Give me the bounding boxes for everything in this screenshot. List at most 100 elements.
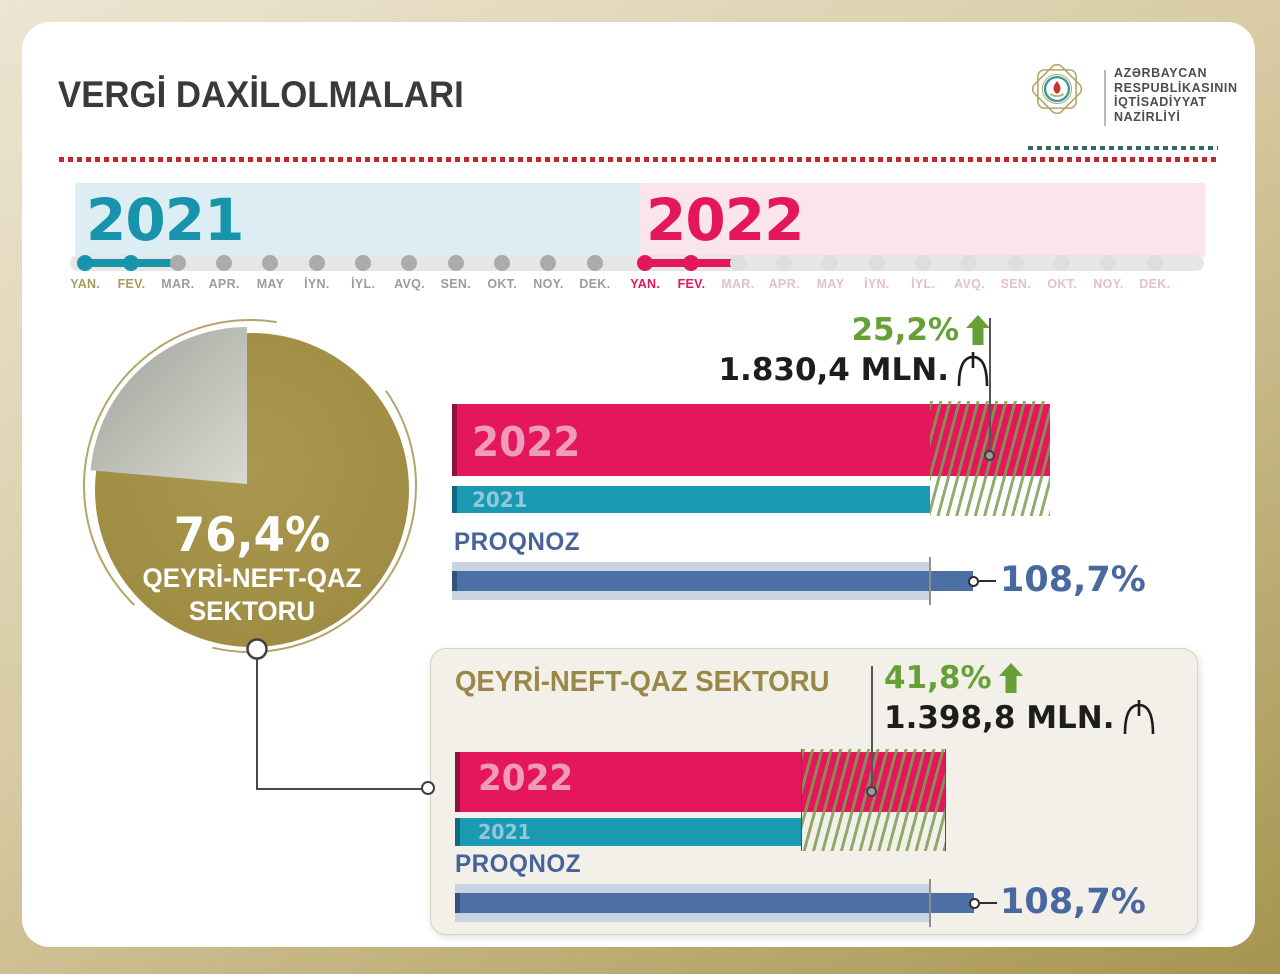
timeline-2021-band	[75, 183, 640, 257]
month-dot-icon	[540, 255, 557, 271]
timeline-month: DEK.	[572, 255, 618, 291]
timeline-month: AVQ.	[946, 255, 992, 291]
month-dot-icon	[822, 255, 839, 271]
month-label: İYN.	[304, 277, 330, 291]
sector-proqnoz-percent: 108,7%	[1000, 882, 1146, 922]
connector-line-horizontal	[256, 788, 426, 790]
logo-divider	[1104, 70, 1106, 126]
sector-bar-2021	[455, 818, 801, 846]
month-dot-icon	[1146, 255, 1163, 271]
month-label: YAN.	[70, 277, 101, 291]
sector-amount-value: 1.398,8 MLN.	[884, 700, 1115, 736]
ministry-line: RESPUBLİKASININ	[1114, 80, 1238, 95]
timeline-month: MAY	[247, 255, 293, 291]
month-label: MAY	[256, 277, 285, 291]
month-label: DEK.	[579, 277, 611, 291]
timeline-month: FEV.	[668, 255, 714, 291]
total-growth-row: 25,2%	[640, 312, 990, 348]
total-proqnoz-value-bar	[452, 571, 973, 591]
month-dot-icon	[1100, 255, 1117, 271]
timeline-month: İYN.	[294, 255, 340, 291]
month-dot-icon	[1007, 255, 1024, 271]
month-dot-icon	[494, 255, 511, 271]
timeline-months-2022: YAN. FEV. MAR. APR. MAY İYN. İYL. AVQ. SEN. OKT. N…	[622, 255, 1178, 291]
total-growth-percent: 25,2%	[851, 312, 959, 348]
sector-bar-2022-label: 2022	[478, 758, 574, 799]
timeline-month: APR.	[761, 255, 807, 291]
sector-panel-title: QEYRİ-NEFT-QAZ SEKTORU	[455, 666, 830, 698]
month-dot-icon	[262, 255, 279, 271]
month-label: APR.	[208, 277, 240, 291]
month-dot-icon	[123, 255, 140, 271]
pie-chart	[83, 319, 417, 660]
month-label: AVQ.	[394, 277, 425, 291]
sector-bar-2021-label: 2021	[478, 820, 531, 844]
up-arrow-icon	[966, 315, 990, 345]
timeline-month: FEV.	[108, 255, 154, 291]
sector-proqnoz-label: PROQNOZ	[455, 850, 582, 878]
sector-increase-hatch	[801, 749, 946, 851]
pie-ring-icon	[83, 319, 417, 653]
month-dot-icon	[961, 255, 978, 271]
ministry-line: AZƏRBAYCAN	[1114, 66, 1208, 80]
total-annotation-marker-dot	[984, 450, 995, 461]
month-label: MAY	[816, 277, 845, 291]
up-arrow-icon	[998, 663, 1023, 693]
month-dot-icon	[1054, 255, 1071, 271]
sector-amount-row: 1.398,8 MLN.	[884, 700, 1156, 736]
month-dot-icon	[216, 255, 233, 271]
timeline-2022-band	[640, 183, 1205, 257]
month-label: FEV.	[677, 277, 706, 291]
sector-annotation-marker-dot	[866, 786, 877, 797]
timeline-month: SEN.	[433, 255, 479, 291]
teal-dotted-line	[1028, 146, 1218, 150]
month-label: NOY.	[533, 277, 564, 291]
timeline-month: İYL.	[340, 255, 386, 291]
total-amount-row: 1.830,4 MLN.	[640, 352, 990, 388]
month-label: AVQ.	[954, 277, 985, 291]
sector-proqnoz-threshold-line	[929, 879, 931, 927]
timeline-month: MAR.	[715, 255, 761, 291]
total-bar-2022-label: 2022	[472, 418, 581, 466]
month-label: İYL.	[911, 277, 936, 291]
sector-proqnoz-marker-dot	[969, 898, 980, 909]
month-dot-icon	[401, 255, 418, 271]
timeline-month: SEN.	[993, 255, 1039, 291]
connector-panel-dot	[421, 781, 435, 795]
timeline-month: AVQ.	[386, 255, 432, 291]
timeline-month: NOY.	[1085, 255, 1131, 291]
connector-line-vertical	[256, 659, 258, 790]
sector-annotation-line	[871, 666, 873, 792]
timeline-month: OKT.	[479, 255, 525, 291]
month-dot-icon	[868, 255, 885, 271]
month-dot-icon	[776, 255, 793, 271]
total-bar-2021-label: 2021	[472, 488, 528, 512]
month-dot-icon	[683, 255, 700, 271]
month-label: İYN.	[864, 277, 890, 291]
red-dotted-line	[59, 157, 1218, 162]
month-dot-icon	[915, 255, 932, 271]
total-amount-value: 1.830,4 MLN.	[718, 352, 949, 388]
manat-icon	[957, 352, 989, 387]
page-title: VERGİ DAXİLOLMALARI	[58, 74, 464, 115]
month-label: FEV.	[117, 277, 146, 291]
month-label: NOY.	[1093, 277, 1124, 291]
total-proqnoz-marker-dot	[968, 576, 979, 587]
month-label: İYL.	[351, 277, 376, 291]
month-label: OKT.	[1047, 277, 1077, 291]
sector-proqnoz-value-bar	[455, 893, 974, 913]
month-label: SEN.	[1000, 277, 1031, 291]
manat-icon	[1123, 700, 1154, 735]
total-proqnoz-percent: 108,7%	[1000, 560, 1146, 600]
month-label: OKT.	[487, 277, 517, 291]
timeline-month: YAN.	[622, 255, 668, 291]
month-label: DEK.	[1139, 277, 1171, 291]
total-bar-2021	[452, 486, 930, 513]
month-label: APR.	[768, 277, 800, 291]
year-2021-label: 2021	[86, 186, 244, 254]
pie-label-line2: SEKTORU	[188, 596, 316, 626]
month-dot-icon	[637, 255, 654, 271]
pie-slice-gray	[90, 327, 247, 484]
timeline-month: İYL.	[900, 255, 946, 291]
